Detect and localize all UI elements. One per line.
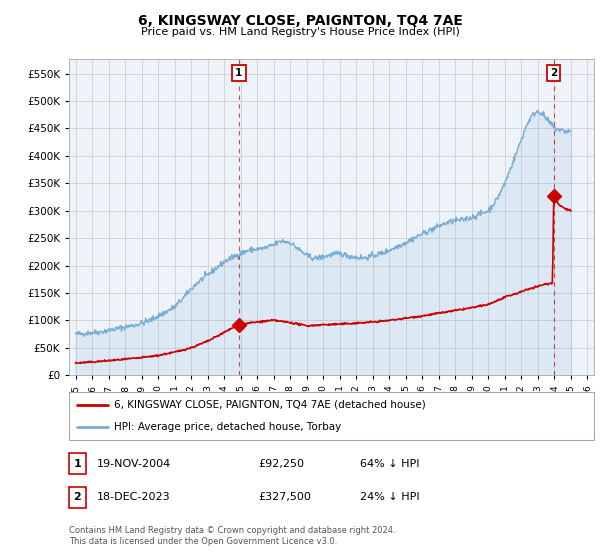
Text: 2: 2 <box>74 492 81 502</box>
Text: 19-NOV-2004: 19-NOV-2004 <box>97 459 172 469</box>
Text: 18-DEC-2023: 18-DEC-2023 <box>97 492 171 502</box>
Text: HPI: Average price, detached house, Torbay: HPI: Average price, detached house, Torb… <box>113 422 341 432</box>
Text: 64% ↓ HPI: 64% ↓ HPI <box>360 459 419 469</box>
Text: 2: 2 <box>550 68 557 78</box>
Text: £92,250: £92,250 <box>258 459 304 469</box>
Text: £327,500: £327,500 <box>258 492 311 502</box>
Text: 1: 1 <box>74 459 81 469</box>
Text: 1: 1 <box>235 68 242 78</box>
Text: 6, KINGSWAY CLOSE, PAIGNTON, TQ4 7AE (detached house): 6, KINGSWAY CLOSE, PAIGNTON, TQ4 7AE (de… <box>113 400 425 410</box>
Text: 6, KINGSWAY CLOSE, PAIGNTON, TQ4 7AE: 6, KINGSWAY CLOSE, PAIGNTON, TQ4 7AE <box>137 14 463 28</box>
Text: Contains HM Land Registry data © Crown copyright and database right 2024.: Contains HM Land Registry data © Crown c… <box>69 526 395 535</box>
Text: 24% ↓ HPI: 24% ↓ HPI <box>360 492 419 502</box>
Text: Price paid vs. HM Land Registry's House Price Index (HPI): Price paid vs. HM Land Registry's House … <box>140 27 460 38</box>
Text: This data is licensed under the Open Government Licence v3.0.: This data is licensed under the Open Gov… <box>69 537 337 546</box>
